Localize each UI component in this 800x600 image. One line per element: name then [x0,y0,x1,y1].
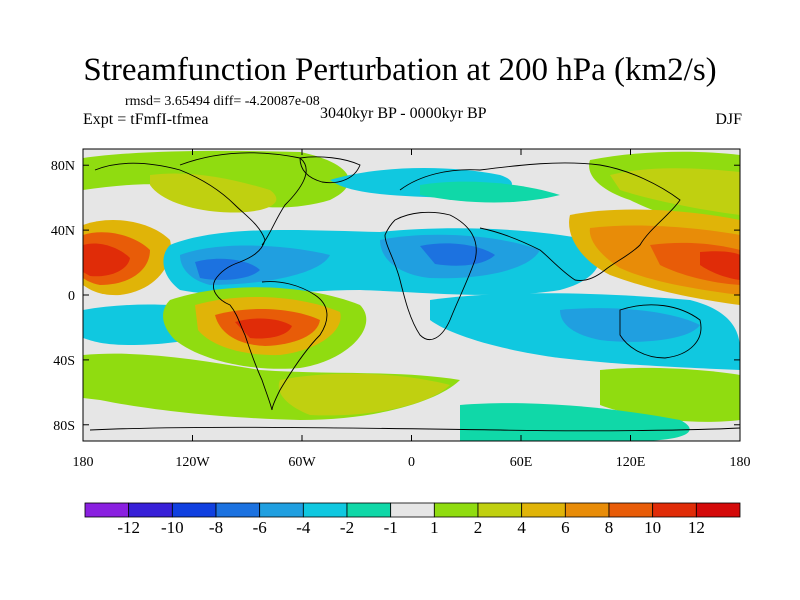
lon-tick-label: 120E [616,455,646,470]
colorbar-swatch [608,502,654,518]
lat-tick-label: 80N [51,159,75,174]
colorbar-swatch [346,502,392,518]
positive-region [600,367,740,422]
colorbar-swatch [521,502,566,518]
lon-tick-label: 180 [73,455,94,470]
colorbar-swatch [564,502,610,518]
colorbar-swatch [215,502,261,518]
positive-region [235,318,292,339]
season-label: DJF [715,111,742,128]
negative-region [460,403,690,441]
americas-west-coast [94,162,273,411]
colorbar-swatch [302,502,348,518]
lat-tick-label: 80S [53,419,75,434]
colorbar-swatch [390,502,435,518]
colorbar-label: 4 [517,518,526,537]
positive-region [150,173,277,213]
colorbar-label: 10 [644,518,661,537]
australia-coast [619,304,702,359]
colorbar-label: -4 [296,518,311,537]
negative-region [195,258,260,280]
positive-region [700,251,740,280]
lat-tick-label: 40S [53,354,75,369]
colorbar-label: 2 [474,518,483,537]
map-title: Streamfunction Perturbation at 200 hPa (… [83,52,717,88]
period-label: 3040kyr BP - 0000kyr BP [320,105,487,122]
colorbar-label: 8 [605,518,614,537]
colorbar-swatch [171,502,217,518]
lat-axis: 80N 40N 0 40S 80S [51,159,740,434]
colorbar-label: -6 [253,518,267,537]
coastlines [89,152,740,432]
colorbar-swatch [84,502,130,518]
colorbar: -12 -10 -8 -6 -4 -2 -1 1 2 4 6 8 10 12 [84,502,741,537]
colorbar-label: 12 [688,518,705,537]
rmsd-diff-stats: rmsd= 3.65494 diff= -4.20087e-08 [125,94,320,109]
colorbar-swatch [695,502,741,518]
eurasia-coast [399,162,681,281]
lon-tick-label: 120W [175,455,210,470]
north-america-coast [179,152,307,246]
colorbar-label: -2 [340,518,354,537]
lon-tick-label: 60W [288,455,316,470]
lat-tick-label: 40N [51,224,75,239]
negative-region [560,308,700,342]
africa-coast [384,211,477,340]
experiment-label: Expt = tFmfI-tfmea [83,111,209,128]
south-america-east-coast [261,281,328,411]
lat-tick-label: 0 [68,289,75,304]
colorbar-swatch [433,502,479,518]
colorbar-label: 6 [561,518,570,537]
colorbar-label: 1 [430,518,439,537]
lon-axis: 180 120W 60W 0 60E 120E 180 [73,149,751,470]
colorbar-swatch [477,502,523,518]
positive-region [83,243,130,277]
streamfunction-field [83,149,740,441]
lon-tick-label: 180 [730,455,751,470]
colorbar-swatch [259,502,304,518]
negative-region [420,181,560,203]
colorbar-swatch [128,502,173,518]
lon-tick-label: 0 [408,455,415,470]
positive-region [278,373,450,416]
positive-region [610,168,740,215]
colorbar-label: -1 [384,518,398,537]
colorbar-swatch [652,502,697,518]
colorbar-label: -8 [209,518,223,537]
antarctica-coast [89,426,740,432]
colorbar-label: -10 [161,518,184,537]
greenland-coast [299,156,361,184]
lon-tick-label: 60E [510,455,533,470]
colorbar-label: -12 [117,518,140,537]
